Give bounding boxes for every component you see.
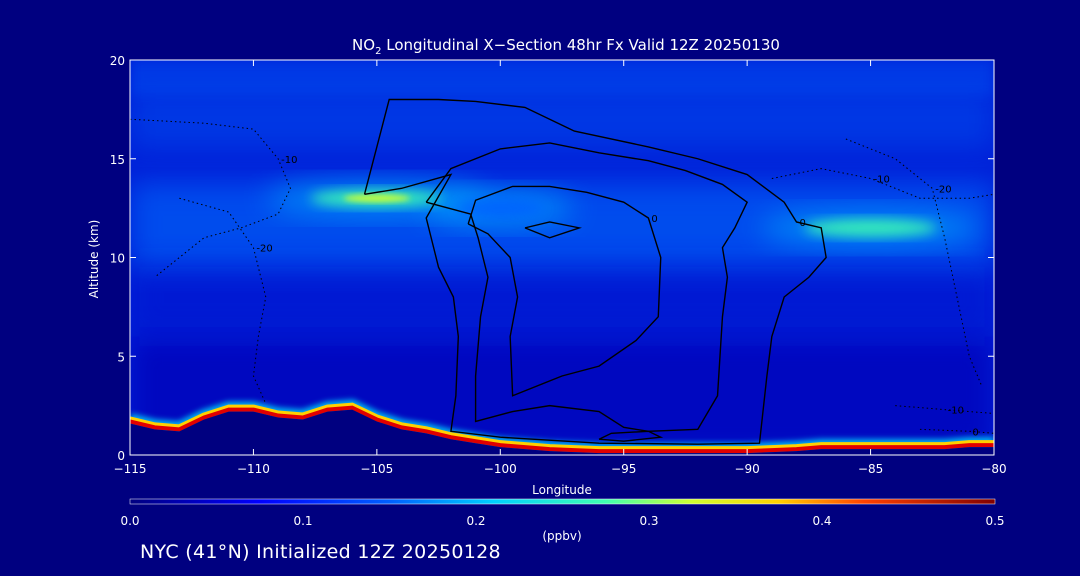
chart-title: NO2 Longitudinal X−Section 48hr Fx Valid…	[352, 36, 780, 57]
surface-peak-band	[130, 405, 994, 454]
plot-area: 0 0 -10 -20 -10 -20 -10 0	[130, 60, 994, 455]
y-tick-label: 15	[110, 153, 125, 167]
y-tick-label: 20	[110, 54, 125, 68]
concentration-field	[130, 60, 994, 455]
terrain	[130, 399, 994, 455]
x-tick-label: −105	[360, 462, 393, 476]
colorbar-ramp	[129, 498, 996, 505]
contour-line	[771, 168, 994, 199]
colorbar: 0.0 0.1 0.2 0.3 0.4 0.5 (ppbv)	[120, 498, 1005, 543]
contour-label: -10	[874, 175, 890, 186]
terrain-fill	[130, 409, 994, 455]
x-tick-label: −90	[734, 462, 759, 476]
contour-line	[130, 118, 292, 278]
contour-line	[598, 430, 664, 442]
contour-label: -10	[948, 406, 964, 417]
contour-lines: 0 0 -10 -20 -10 -20 -10 0	[130, 98, 994, 445]
concentration-peak	[343, 194, 411, 203]
contour-line	[179, 197, 267, 404]
concentration-core	[455, 199, 545, 218]
colorbar-unit: (ppbv)	[542, 529, 581, 543]
y-axis-label: Altitude (km)	[87, 220, 101, 299]
contour-line	[425, 142, 749, 433]
colorbar-tick-label: 0.5	[985, 514, 1004, 528]
field-band	[130, 257, 994, 337]
y-tick-label: 5	[117, 350, 125, 364]
contour-line	[895, 405, 994, 415]
x-tick-label: −95	[611, 462, 636, 476]
colorbar-ticks: 0.0 0.1 0.2 0.3 0.4 0.5	[120, 514, 1004, 528]
contour-label: -10	[281, 155, 297, 166]
y-axis: 0 5 10 15 20	[110, 54, 994, 463]
contour-line	[467, 185, 662, 397]
colorbar-tick-label: 0.3	[639, 514, 658, 528]
contour-label: -20	[935, 184, 951, 195]
y-tick-label: 0	[117, 449, 125, 463]
contour-line	[363, 98, 827, 445]
colorbar-tick-label: 0.1	[293, 514, 312, 528]
x-axis-label: Longitude	[532, 483, 592, 497]
colorbar-tick-label: 0.4	[812, 514, 831, 528]
colorbar-tick-label: 0.2	[466, 514, 485, 528]
contour-line	[524, 221, 583, 239]
y-tick-label: 10	[110, 252, 125, 266]
field-band	[130, 60, 994, 96]
x-tick-label: −115	[114, 462, 147, 476]
contour-label: 0	[800, 218, 806, 229]
field-band	[130, 89, 994, 149]
x-tick-label: −110	[237, 462, 270, 476]
x-axis: −115 −110 −105 −100 −95 −90 −85 −80	[114, 60, 1007, 476]
colorbar-tick-label: 0.0	[120, 514, 139, 528]
run-info-footer: NYC (41°N) Initialized 12Z 20250128	[140, 541, 501, 563]
contour-label: 0	[972, 427, 978, 438]
x-tick-label: −100	[484, 462, 517, 476]
concentration-core	[803, 218, 938, 237]
x-tick-label: −85	[858, 462, 883, 476]
contour-label: 0	[651, 214, 657, 225]
contour-label: -20	[256, 244, 272, 255]
x-tick-label: −80	[981, 462, 1006, 476]
